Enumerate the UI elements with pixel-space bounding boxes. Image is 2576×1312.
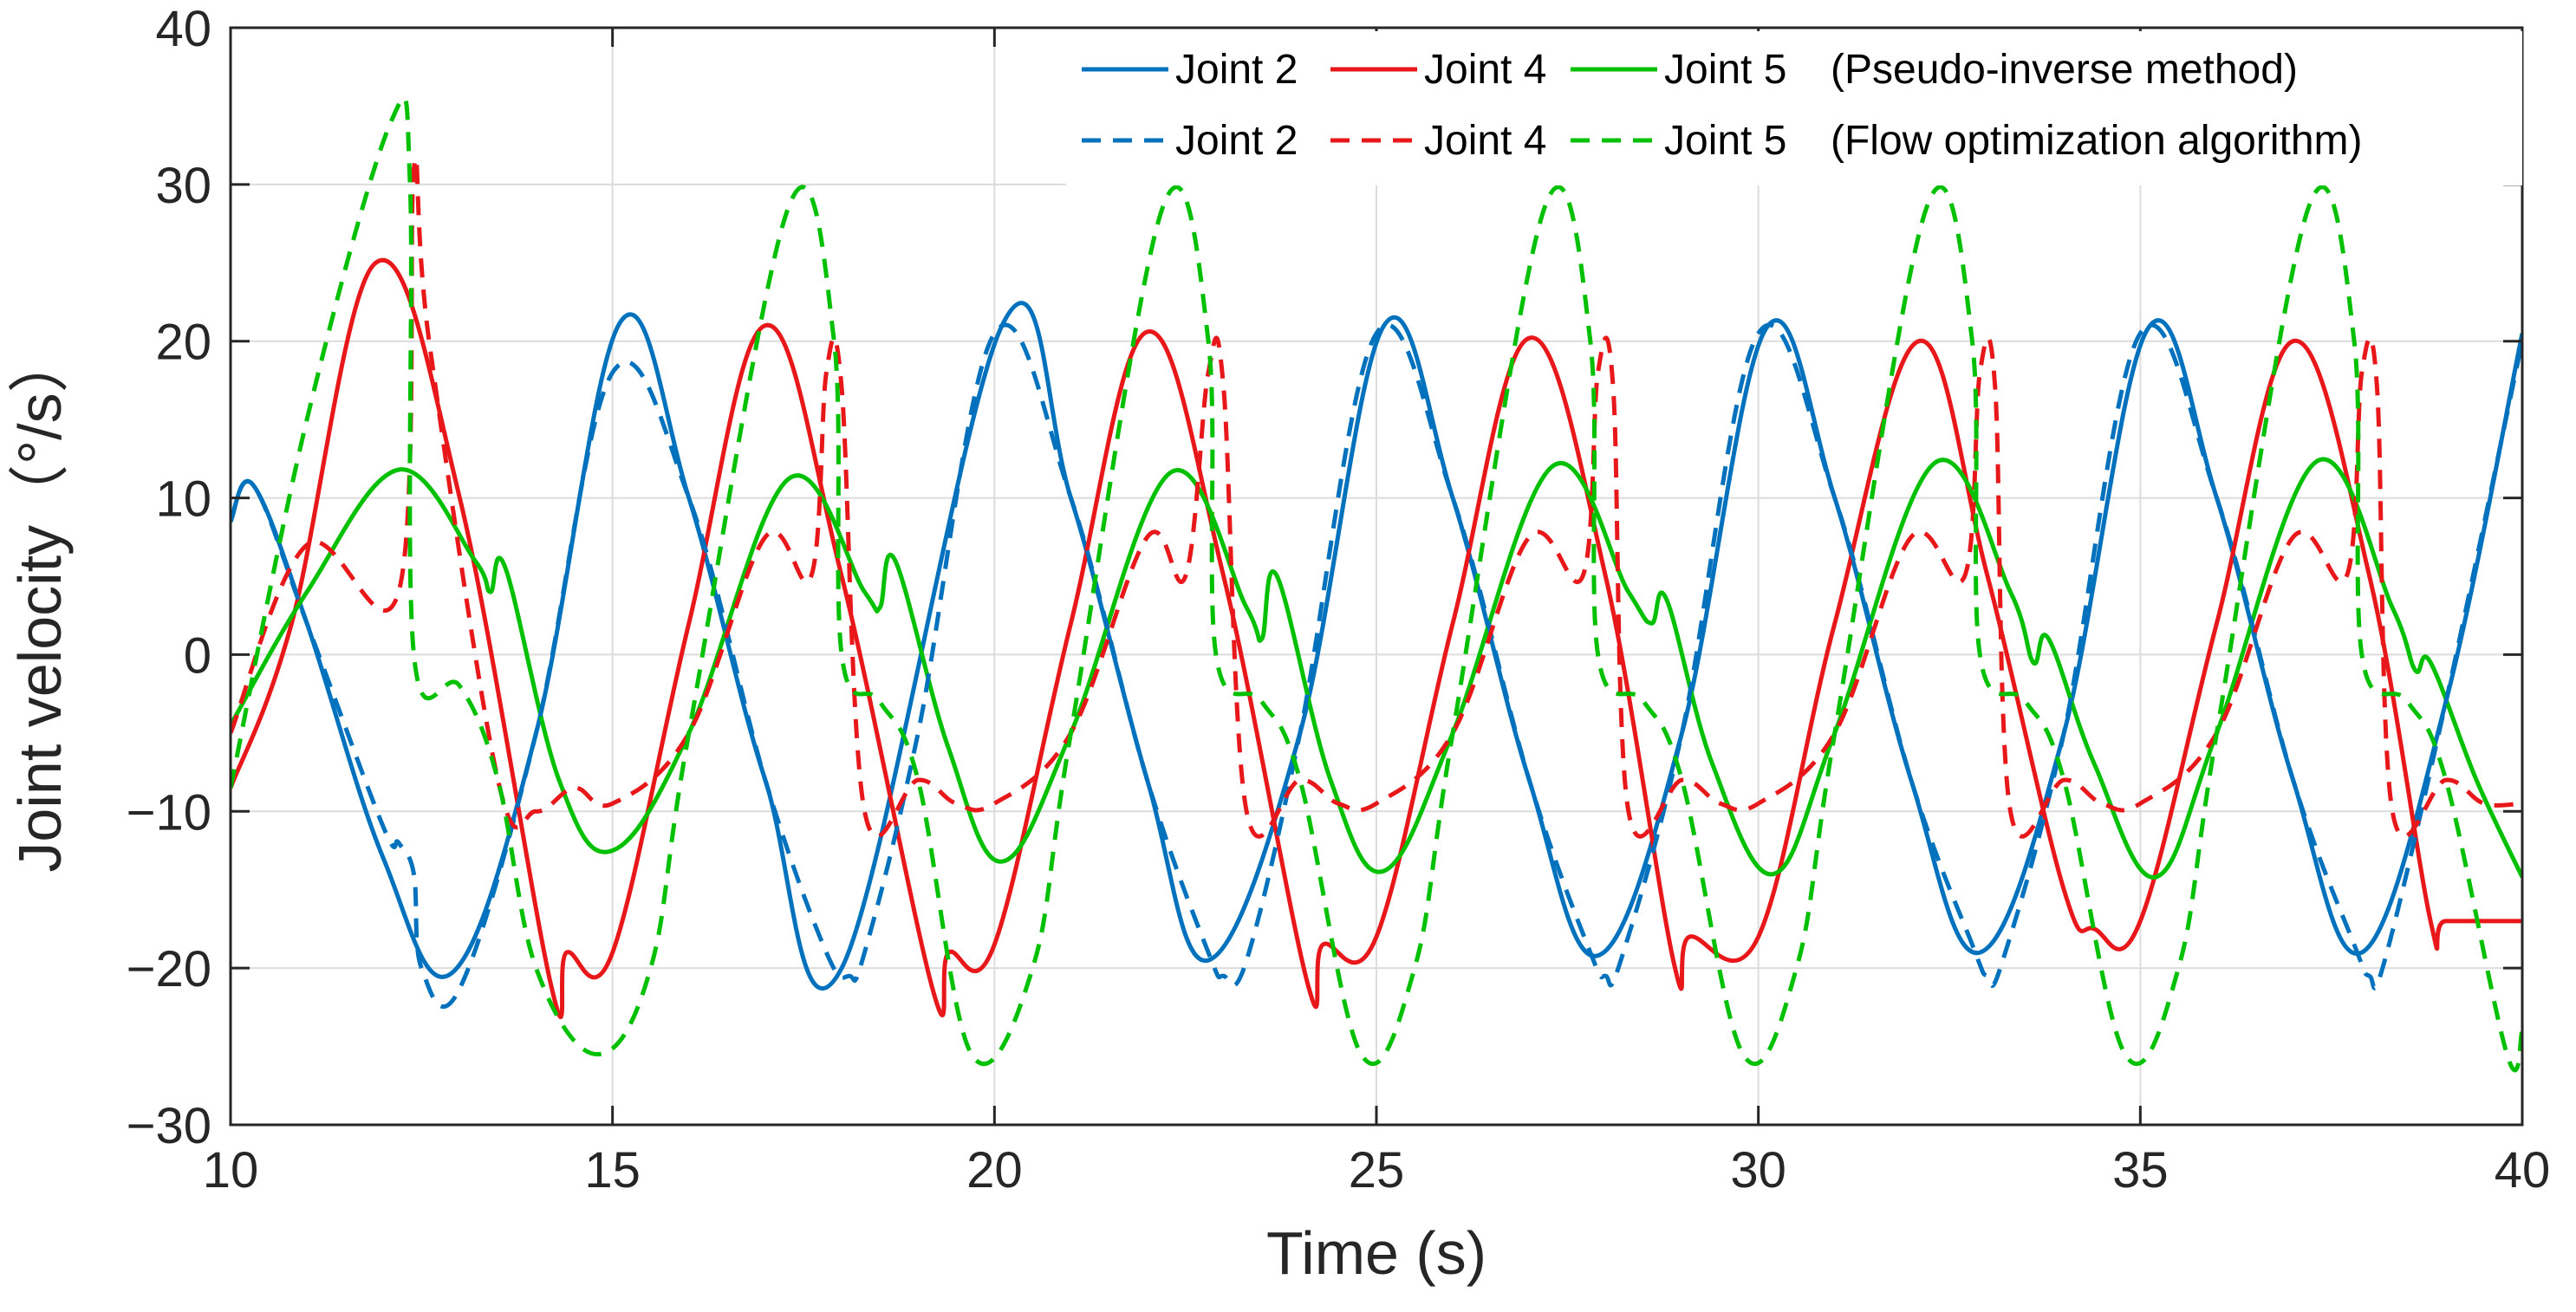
series-layer [231,95,2522,1073]
series-joint-5-dashed [231,95,2522,1073]
y-tick-label: −30 [127,1098,211,1154]
x-tick-label: 40 [2495,1142,2551,1198]
legend-label-joint-2: Joint 2 [1175,118,1298,164]
y-tick-label: 30 [155,158,211,214]
x-tick-label: 25 [1349,1142,1405,1198]
x-tick-label: 15 [584,1142,641,1198]
x-tick-label: 20 [966,1142,1023,1198]
x-tick-label: 35 [2112,1142,2169,1198]
legend-label-joint-5: Joint 5 [1664,47,1786,93]
legend-label-joint-4: Joint 4 [1424,47,1546,93]
y-tick-label: −20 [127,941,211,997]
y-tick-label: 10 [155,471,211,528]
legend: Joint 2 Joint 4 Joint 5 (Pseudo-inverse met… [1066,31,2522,185]
x-tick-label: 30 [1730,1142,1786,1198]
legend-label-joint-2: Joint 2 [1175,47,1298,93]
series-joint-5-solid [231,457,2522,880]
series-joint-4-solid [231,258,2522,1019]
legend-label-joint-4: Joint 4 [1424,118,1546,164]
y-tick-label: −10 [127,784,211,841]
legend-method-label: (Pseudo-inverse method) [1831,47,2298,93]
y-axis-label: Joint velocity（°/s） [6,332,74,872]
series-joint-4-dashed [231,156,2522,839]
x-tick-label: 10 [203,1142,259,1198]
y-tick-label: 40 [155,1,211,57]
legend-background [1066,31,2522,185]
series-joint-2-solid [231,301,2522,990]
legend-method-label: (Flow optimization algorithm) [1831,118,2363,164]
ticks: 10 15 20 25 30 35 40 −30 −20 −10 0 10 20 30 40 [127,1,2551,1198]
y-tick-label: 20 [155,315,211,371]
x-axis-label: Time (s) [1266,1219,1486,1287]
legend-label-joint-5: Joint 5 [1664,118,1786,164]
y-tick-label: 0 [184,627,211,684]
series-joint-2-dashed [231,322,2522,1010]
